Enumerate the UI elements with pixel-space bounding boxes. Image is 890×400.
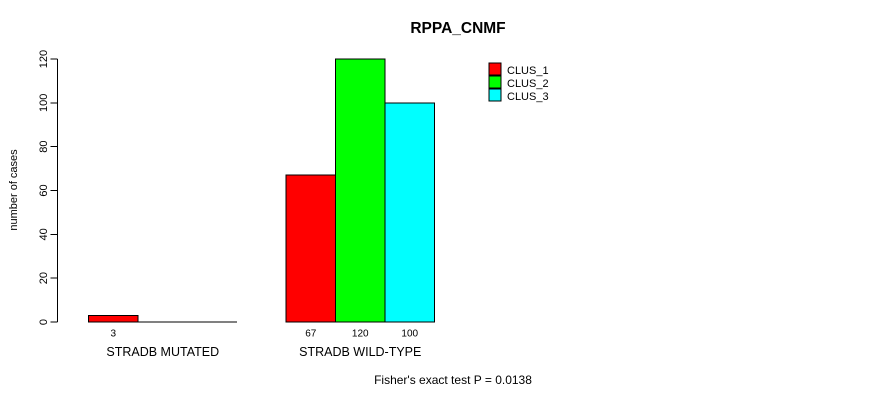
legend-item-clus1: CLUS_1 [488, 62, 549, 77]
legend-swatch-clus3 [488, 88, 502, 102]
y-axis-tick-label: 80 [38, 141, 50, 153]
category-label: STRADB WILD-TYPE [299, 345, 421, 359]
y-axis-tick-label: 120 [38, 50, 50, 68]
bar-clus_3-group2 [384, 102, 435, 323]
legend-item-clus3: CLUS_3 [488, 88, 549, 103]
bar-value-label: 3 [110, 329, 116, 340]
legend-item-clus2: CLUS_2 [488, 75, 549, 90]
category-label: STRADB MUTATED [106, 345, 219, 359]
chart-title: RPPA_CNMF [410, 20, 505, 37]
bar-clus_1-group1 [88, 314, 139, 323]
legend-swatch-clus2 [488, 75, 502, 89]
y-axis-tick-label: 40 [38, 228, 50, 240]
y-axis-tick-label: 60 [38, 184, 50, 196]
category-labels: STRADB MUTATED STRADB WILD-TYPE [106, 345, 421, 359]
bar-value-label: 100 [401, 329, 418, 340]
legend: CLUS_1 CLUS_2 CLUS_3 [488, 62, 549, 103]
bar-value-labels: 3 67 120 100 [110, 329, 418, 340]
y-axis-tick-label: 100 [38, 94, 50, 112]
y-axis-tick-label: 20 [38, 272, 50, 284]
y-axis-title: number of cases [8, 149, 20, 231]
stat-annotation: Fisher's exact test P = 0.0138 [374, 373, 532, 387]
legend-label-clus1: CLUS_1 [507, 65, 549, 77]
bar-value-label: 67 [305, 329, 317, 340]
legend-swatch-clus1 [488, 62, 502, 76]
y-axis-tick-label: 0 [38, 319, 50, 325]
bar-clus_2-group2 [335, 58, 386, 323]
legend-label-clus3: CLUS_3 [507, 91, 549, 103]
bar-value-label: 120 [352, 329, 369, 340]
bars-group [88, 58, 435, 323]
bar-clus_1-group2 [285, 174, 336, 323]
y-axis: 0 20 40 60 80 100 120 [38, 50, 58, 325]
legend-label-clus2: CLUS_2 [507, 78, 549, 90]
